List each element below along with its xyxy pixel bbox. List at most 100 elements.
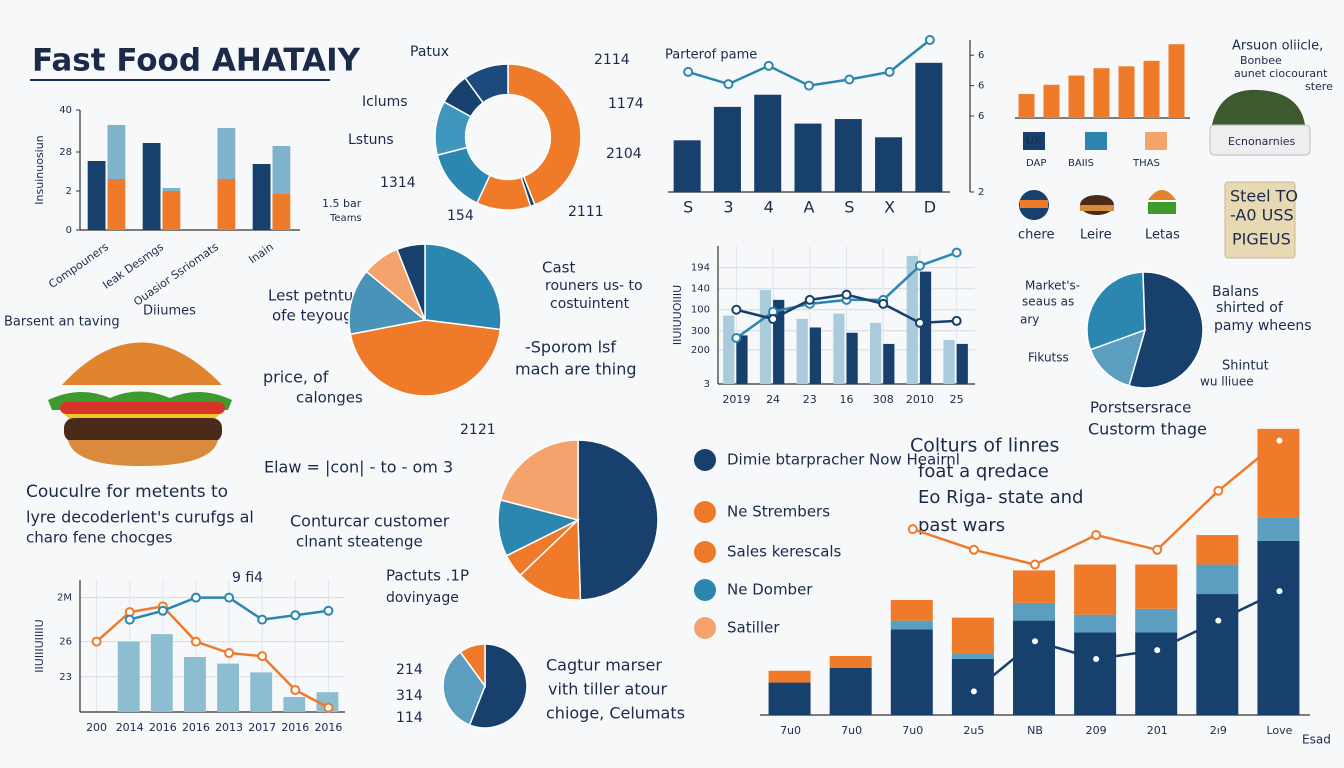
pie-slice: [442, 650, 486, 727]
x-tick-label: 2016: [182, 721, 210, 734]
y-tick-label: 6: [978, 111, 984, 122]
annotation: Custorm thage: [1088, 420, 1207, 439]
x-tick-label: 23: [803, 393, 817, 406]
line-marker: [878, 298, 889, 309]
bar: [107, 125, 126, 179]
x-tick-label: 2017: [248, 721, 276, 734]
line-marker: [731, 333, 742, 343]
burger-illustration: [48, 342, 232, 466]
pie-slice: [396, 243, 426, 321]
legend-marker: [694, 579, 716, 601]
line-marker: [290, 685, 301, 695]
food-icons: [1019, 89, 1311, 259]
bar: [1013, 570, 1055, 603]
bar: [768, 682, 811, 715]
legend-marker: [694, 449, 716, 471]
pie-slice: [349, 319, 502, 397]
line-marker: [224, 648, 235, 659]
line-marker: [804, 294, 815, 305]
line-marker: [124, 614, 135, 625]
bar: [1257, 540, 1300, 715]
bar: [723, 315, 735, 384]
annotation: Esad: [1302, 733, 1331, 747]
bar: [272, 194, 291, 230]
annotation: Pactuts .1P: [386, 567, 469, 585]
bar: [1135, 608, 1178, 633]
pie-slice: [348, 270, 427, 336]
line-marker: [844, 74, 855, 85]
y-tick-label: 28: [59, 147, 72, 158]
y-tick-label: 0: [66, 225, 72, 236]
pie-slice: [468, 643, 528, 729]
annotation: lyre decoderlent's curufgs al: [26, 508, 254, 527]
bar: [809, 327, 822, 384]
pie-slice: [424, 243, 502, 331]
bar: [1168, 44, 1185, 118]
annotation: vith tiller atour: [548, 680, 668, 699]
bar: [1135, 564, 1178, 609]
bar: [833, 313, 845, 384]
annotation: Arsuon oliicle,: [1232, 39, 1323, 54]
x-tick-label: 2014: [116, 721, 144, 734]
annotation: aunet ciocourant: [1234, 67, 1328, 80]
annotation: Steel TO: [1230, 187, 1298, 206]
annotation: BAIIS: [1068, 158, 1094, 169]
annotation: charo fene chocges: [26, 529, 173, 547]
annotation: Lstuns: [348, 132, 394, 148]
annotation: Diiumes: [143, 304, 196, 319]
annotation: -Sporom lsf: [525, 338, 616, 357]
annotation: Conturcar customer: [290, 512, 450, 531]
bar: [713, 106, 741, 192]
bar: [117, 641, 140, 712]
annotation: Cast: [542, 259, 575, 277]
x-tick-label: 2u5: [963, 724, 984, 737]
annotation: shirted of: [1216, 300, 1284, 316]
bar: [1118, 66, 1135, 118]
line-marker: [683, 66, 694, 77]
title: Fast Food AHATAIY: [32, 43, 361, 79]
annotation: 2111: [568, 204, 604, 220]
bar: [759, 290, 772, 384]
pie-slice: [499, 439, 579, 521]
annotation: 2114: [594, 52, 630, 68]
line-marker: [91, 636, 102, 647]
pie-slice: [459, 643, 486, 689]
annotation: DAP: [1026, 158, 1046, 169]
pie-slice: [519, 518, 582, 601]
x-tick-label: 24: [766, 393, 780, 406]
line-marker: [1152, 645, 1163, 656]
line-marker: [968, 544, 979, 555]
annotation: Barsent an taving: [4, 315, 120, 330]
annotation: 1174: [608, 96, 644, 112]
y-tick-label: 100: [691, 305, 710, 316]
bar: [87, 161, 106, 230]
bar: [150, 634, 173, 712]
bar: [1068, 75, 1085, 118]
x-tick-label: X: [884, 198, 895, 217]
line-marker: [1213, 485, 1224, 496]
bar: [773, 299, 785, 384]
bar: [915, 62, 943, 192]
annotation: Shintut: [1222, 359, 1269, 374]
line-marker: [323, 605, 334, 616]
annotation: mach are thing: [515, 360, 637, 379]
bar: [919, 271, 932, 384]
annotation: stere: [1305, 80, 1333, 93]
y-tick-label: 2: [978, 187, 984, 198]
y-tick-label: 40: [59, 105, 72, 116]
annotation: Leire: [1080, 228, 1112, 243]
line-series: [95, 605, 330, 709]
line-marker: [257, 651, 268, 662]
legend-label: Sales kerescals: [727, 543, 842, 561]
annotation: 314: [396, 688, 423, 704]
bar: [1093, 68, 1110, 118]
annotation: 214: [396, 662, 423, 678]
bar: [890, 629, 933, 715]
annotation: 114: [396, 710, 423, 726]
bar: [829, 667, 872, 715]
annotation: calonges: [296, 389, 363, 407]
legend-marker: [694, 617, 716, 639]
annotation: Bonbee: [1240, 54, 1282, 67]
y-tick-label: 26: [59, 637, 72, 648]
